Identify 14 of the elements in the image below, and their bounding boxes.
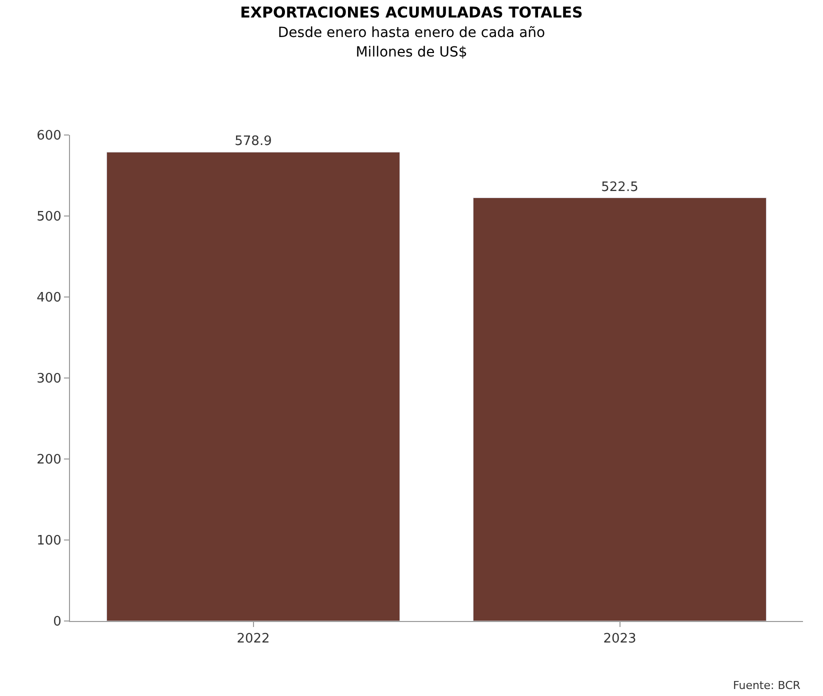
chart-title: EXPORTACIONES ACUMULADAS TOTALES <box>240 3 583 22</box>
y-tick-label: 0 <box>53 614 62 630</box>
chart-subtitle: Desde enero hasta enero de cada año Millones de US$ <box>278 24 546 60</box>
y-tick-label: 300 <box>36 372 62 387</box>
y-tick-label: 100 <box>36 534 62 549</box>
x-tick-label: 2023 <box>603 632 636 647</box>
x-tick-label: 2022 <box>236 632 270 647</box>
y-tick-label: 200 <box>36 452 62 468</box>
data-label: 578.9 <box>234 134 272 150</box>
source-note: Fuente: BCR <box>733 679 801 692</box>
y-tick-label: 500 <box>36 210 62 225</box>
y-tick-label: 400 <box>36 290 62 306</box>
data-label: 522.5 <box>601 180 638 195</box>
y-tick-label: 600 <box>36 128 62 144</box>
